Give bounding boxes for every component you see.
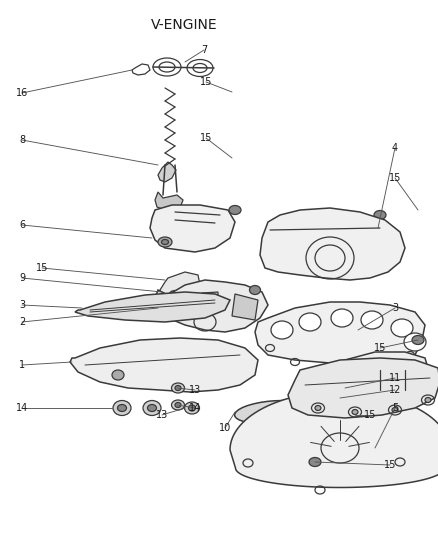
Ellipse shape [113, 400, 131, 416]
Text: 15: 15 [200, 77, 212, 87]
Text: 15: 15 [384, 460, 396, 470]
Polygon shape [132, 64, 150, 75]
Ellipse shape [309, 457, 321, 466]
Ellipse shape [404, 333, 426, 351]
Ellipse shape [250, 286, 261, 295]
Text: 14: 14 [16, 403, 28, 413]
Ellipse shape [169, 290, 181, 300]
Text: 13: 13 [189, 385, 201, 395]
Text: 4: 4 [392, 143, 398, 153]
Text: 3: 3 [19, 300, 25, 310]
Text: 15: 15 [364, 410, 376, 420]
Ellipse shape [148, 405, 156, 411]
Polygon shape [230, 392, 438, 488]
Ellipse shape [235, 401, 309, 423]
Ellipse shape [188, 405, 195, 411]
Text: 2: 2 [19, 317, 25, 327]
Ellipse shape [162, 239, 169, 245]
Ellipse shape [153, 58, 181, 76]
Ellipse shape [175, 402, 181, 408]
Text: 16: 16 [16, 88, 28, 98]
Ellipse shape [315, 406, 321, 410]
Polygon shape [288, 358, 438, 418]
Ellipse shape [172, 383, 184, 393]
Ellipse shape [392, 408, 398, 413]
Text: 1: 1 [19, 360, 25, 370]
Polygon shape [155, 192, 183, 210]
Polygon shape [75, 292, 230, 322]
Ellipse shape [361, 311, 383, 329]
Text: 9: 9 [19, 273, 25, 283]
Text: 5: 5 [392, 403, 398, 413]
Polygon shape [202, 292, 218, 310]
Text: 12: 12 [389, 385, 401, 395]
Text: 11: 11 [389, 373, 401, 383]
Text: 15: 15 [374, 343, 386, 353]
Ellipse shape [143, 400, 161, 416]
Text: 15: 15 [36, 263, 48, 273]
Ellipse shape [172, 400, 184, 410]
Text: 10: 10 [219, 423, 231, 433]
Polygon shape [325, 352, 430, 408]
Polygon shape [70, 338, 258, 392]
Text: 15: 15 [200, 133, 212, 143]
Text: V-ENGINE: V-ENGINE [151, 18, 217, 32]
Text: 13: 13 [156, 410, 168, 420]
Text: 8: 8 [19, 135, 25, 145]
Ellipse shape [299, 313, 321, 331]
Text: 14: 14 [189, 403, 201, 413]
Text: 3: 3 [392, 303, 398, 313]
Polygon shape [255, 302, 425, 365]
Ellipse shape [187, 60, 213, 77]
Ellipse shape [229, 206, 241, 214]
Text: 6: 6 [19, 220, 25, 230]
Text: 7: 7 [201, 45, 207, 55]
Ellipse shape [352, 409, 358, 415]
Ellipse shape [271, 321, 293, 339]
Polygon shape [160, 272, 200, 305]
Text: 15: 15 [389, 173, 401, 183]
Polygon shape [232, 294, 258, 320]
Polygon shape [178, 296, 195, 314]
Ellipse shape [410, 385, 420, 394]
Ellipse shape [117, 405, 127, 411]
Ellipse shape [184, 402, 199, 414]
Ellipse shape [412, 335, 424, 344]
Ellipse shape [349, 410, 361, 419]
Ellipse shape [331, 309, 353, 327]
Ellipse shape [391, 319, 413, 337]
Polygon shape [150, 205, 235, 252]
Polygon shape [380, 370, 405, 390]
Ellipse shape [374, 211, 386, 220]
Polygon shape [158, 162, 176, 182]
Ellipse shape [425, 398, 431, 402]
Polygon shape [155, 280, 268, 332]
Ellipse shape [158, 237, 172, 247]
Ellipse shape [175, 385, 181, 391]
Polygon shape [260, 208, 405, 280]
Ellipse shape [112, 370, 124, 380]
